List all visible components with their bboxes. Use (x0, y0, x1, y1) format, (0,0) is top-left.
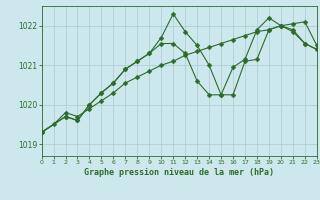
X-axis label: Graphe pression niveau de la mer (hPa): Graphe pression niveau de la mer (hPa) (84, 168, 274, 177)
